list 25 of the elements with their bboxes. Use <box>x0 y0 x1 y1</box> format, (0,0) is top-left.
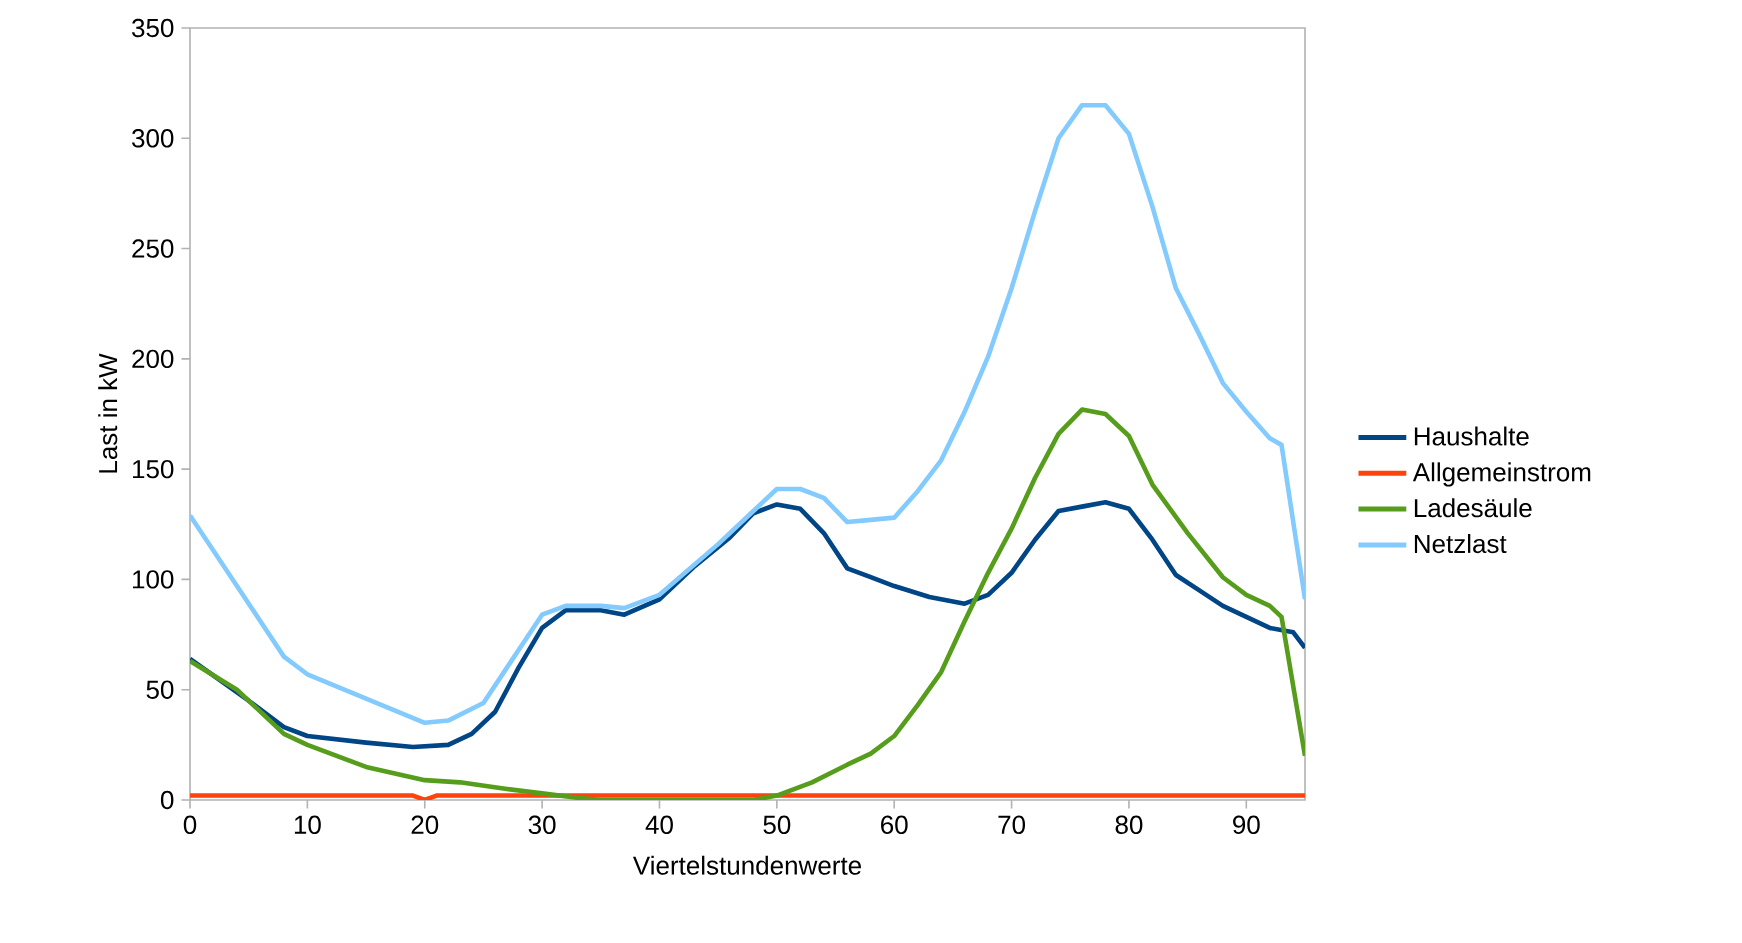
y-tick-label: 150 <box>133 459 174 479</box>
x-tick-label: 20 <box>411 815 439 834</box>
legend-label: Netzlast <box>1414 534 1507 554</box>
y-tick-label: 300 <box>132 129 174 148</box>
y-tick-label: 50 <box>146 680 174 699</box>
y-tick-label: 250 <box>132 239 174 258</box>
legend-label: Allgemeinstrom <box>1412 462 1591 487</box>
x-tick-label: 40 <box>645 815 673 834</box>
x-tick-label: 70 <box>998 815 1026 834</box>
legend-label: Ladesäule <box>1414 498 1532 518</box>
x-tick-label: 60 <box>881 815 908 834</box>
y-tick-label: 100 <box>133 570 174 589</box>
y-axis-title: Last in kW <box>98 353 118 473</box>
line-series <box>190 102 1305 726</box>
x-axis-title: Viertelstundenwerte <box>632 855 861 875</box>
x-tick-label: 10 <box>294 815 321 834</box>
x-tick-label: 50 <box>763 815 791 834</box>
x-tick-label: 30 <box>528 815 556 834</box>
y-tick-label: 350 <box>132 18 174 38</box>
x-tick-label: 0 <box>183 815 197 834</box>
x-tick-label: 80 <box>1115 815 1143 834</box>
y-tick-label: 200 <box>132 349 174 369</box>
y-tick-label: 0 <box>160 790 174 810</box>
x-tick-label: 90 <box>1233 815 1260 834</box>
legend-label: Haushalte <box>1414 426 1529 446</box>
